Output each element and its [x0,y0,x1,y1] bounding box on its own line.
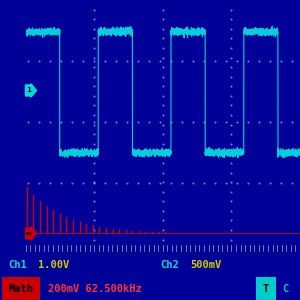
Text: 200mV 62.500kHz: 200mV 62.500kHz [48,284,142,294]
FancyArrow shape [26,84,37,97]
Text: T: T [263,284,269,294]
FancyArrow shape [26,227,37,240]
Text: 500mV: 500mV [190,260,221,270]
Bar [2,277,40,300]
Text: Math: Math [8,284,34,294]
Text: C: C [282,284,288,294]
Text: Ch2: Ch2 [160,260,179,270]
Text: 1: 1 [26,88,31,94]
Bar [256,277,276,300]
Text: 1.00V: 1.00V [38,260,69,270]
Text: Ch1: Ch1 [8,260,27,270]
Text: m: m [26,231,31,236]
